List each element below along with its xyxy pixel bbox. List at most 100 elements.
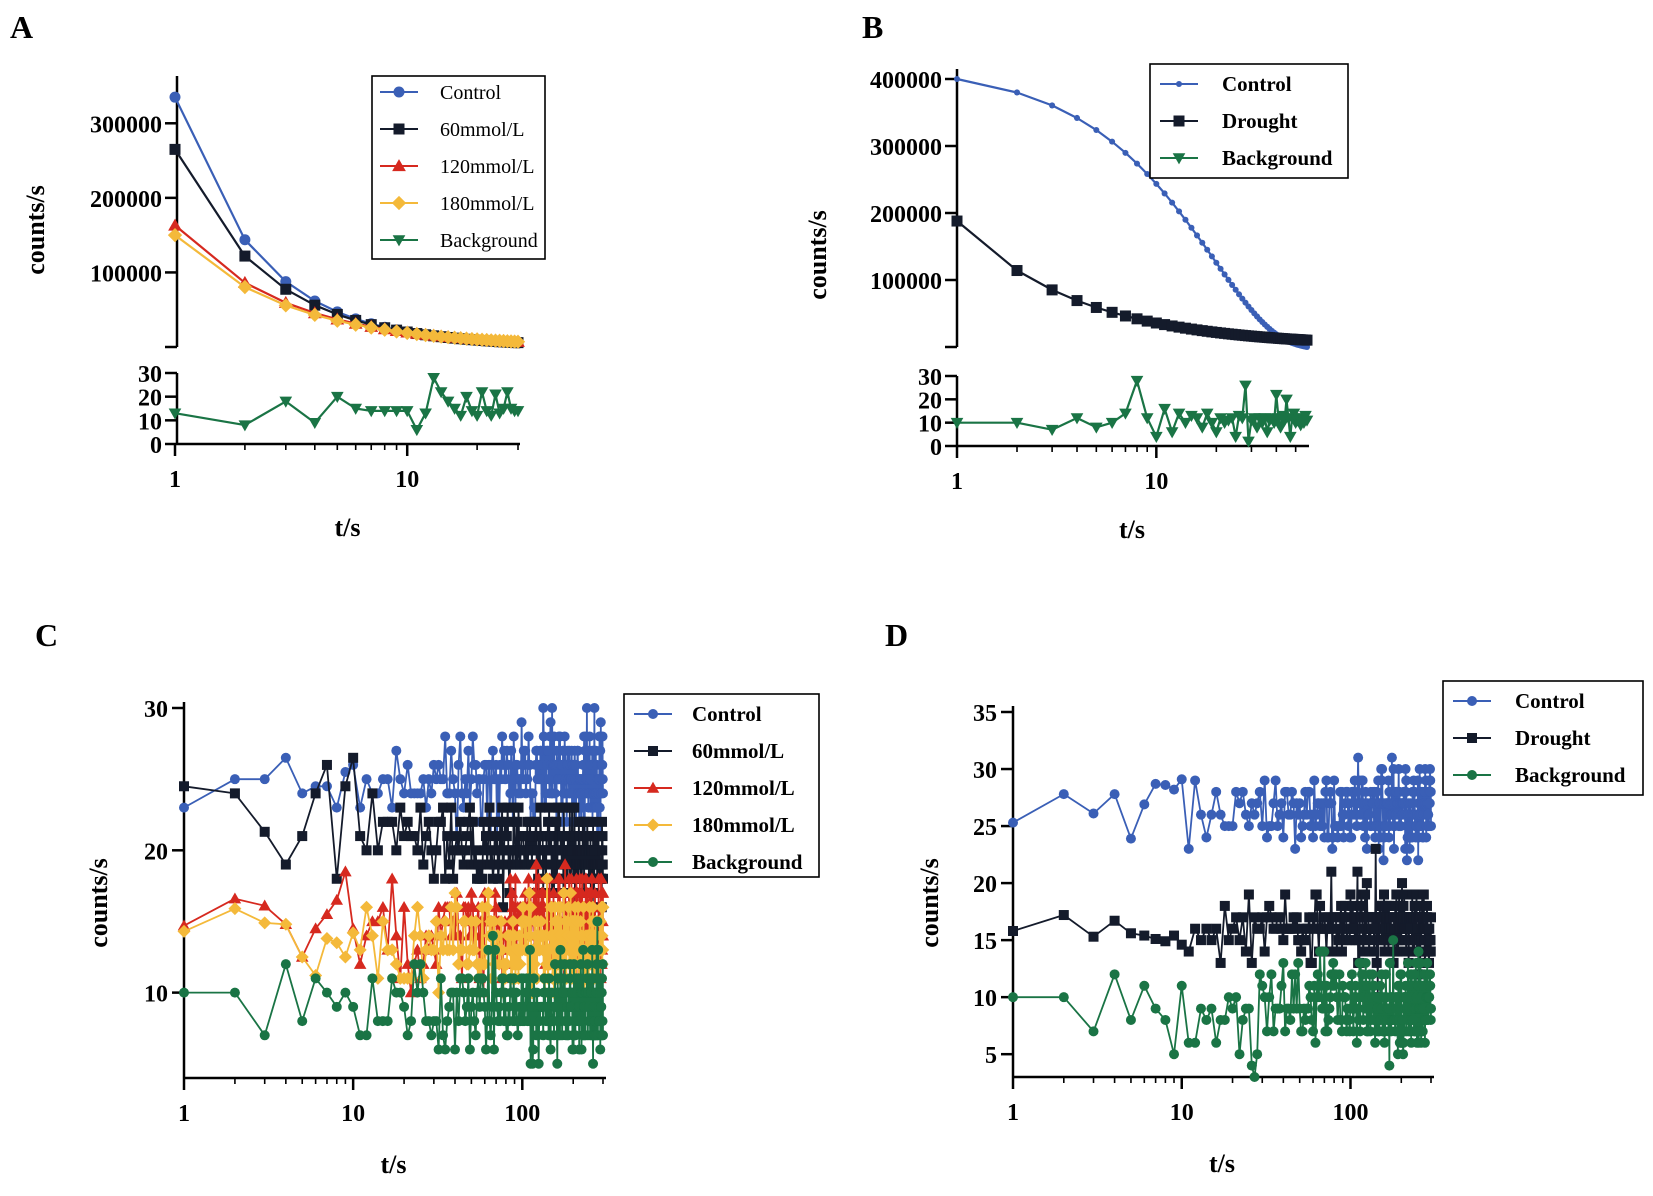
legend-marker — [648, 857, 658, 867]
data-point — [310, 788, 321, 799]
data-point — [446, 745, 457, 756]
data-point — [524, 816, 535, 827]
data-point — [395, 987, 406, 998]
data-point — [502, 943, 516, 957]
data-point — [499, 816, 510, 827]
data-point — [595, 745, 606, 756]
data-point — [487, 914, 501, 928]
data-point — [1409, 969, 1420, 980]
data-point — [498, 902, 509, 913]
data-point — [1119, 310, 1131, 322]
data-point — [490, 816, 501, 827]
data-point — [1173, 321, 1185, 333]
data-point — [438, 802, 449, 813]
data-point — [320, 932, 334, 946]
data-point — [530, 858, 543, 870]
data-point — [484, 410, 498, 422]
data-point — [1425, 980, 1436, 991]
sub-y-tick-label: 30 — [918, 365, 942, 391]
data-point — [1150, 778, 1161, 789]
data-point — [179, 802, 189, 813]
data-point — [553, 872, 566, 884]
data-point — [1326, 798, 1337, 809]
data-point — [1264, 992, 1275, 1003]
data-point — [1404, 843, 1415, 854]
data-point — [1304, 786, 1315, 797]
data-point — [1355, 900, 1366, 911]
x-tick-label: 1 — [169, 467, 181, 493]
data-point — [1274, 912, 1285, 923]
data-point — [348, 752, 359, 763]
data-point — [493, 873, 504, 884]
data-point — [498, 973, 509, 984]
data-point — [465, 886, 478, 898]
data-point — [1360, 957, 1371, 968]
data-point — [364, 320, 379, 335]
y-tick-label: 20 — [973, 872, 997, 898]
data-point — [1418, 889, 1429, 900]
legend-marker — [646, 818, 660, 832]
data-point — [321, 781, 332, 792]
data-point — [1308, 832, 1319, 843]
data-point — [547, 886, 560, 898]
data-point — [451, 831, 462, 842]
data-point — [455, 731, 466, 742]
data-point — [1190, 413, 1204, 425]
data-point — [228, 902, 242, 916]
data-point — [489, 389, 502, 401]
data-point — [557, 886, 571, 900]
data-point — [330, 391, 344, 403]
data-point — [1243, 821, 1254, 832]
data-point — [460, 845, 471, 856]
data-point — [543, 745, 554, 756]
data-point — [596, 987, 607, 998]
data-point — [1276, 980, 1287, 991]
data-point — [1153, 180, 1160, 187]
data-point — [1285, 809, 1296, 820]
data-point — [1046, 284, 1058, 296]
data-point — [1133, 160, 1141, 167]
data-point — [461, 831, 472, 842]
legend-label: Background — [692, 850, 803, 874]
legend-marker — [1172, 153, 1186, 165]
data-point — [367, 973, 378, 984]
data-point — [1240, 809, 1251, 820]
data-point — [469, 914, 483, 928]
data-point — [258, 916, 272, 930]
data-point — [513, 957, 527, 971]
data-point — [584, 731, 595, 742]
data-point — [438, 914, 452, 928]
data-point — [597, 759, 608, 770]
data-point — [1237, 1014, 1248, 1025]
data-point — [476, 859, 487, 870]
data-point — [485, 1030, 496, 1041]
data-point — [1240, 946, 1251, 957]
data-point — [480, 900, 494, 914]
data-point — [1242, 436, 1255, 448]
data-point — [1329, 775, 1340, 786]
data-point — [1337, 980, 1348, 991]
y-tick-label: 15 — [973, 929, 997, 955]
data-point — [1369, 946, 1380, 957]
data-point — [487, 873, 498, 884]
data-point — [487, 930, 498, 941]
data-point — [376, 900, 390, 912]
data-point — [1376, 775, 1387, 786]
data-point — [1324, 1003, 1335, 1014]
data-point — [1008, 992, 1018, 1003]
data-point — [503, 759, 514, 770]
data-point — [309, 299, 321, 311]
data-point — [390, 929, 403, 941]
data-point — [597, 845, 608, 856]
data-point — [1234, 935, 1245, 946]
data-point — [555, 944, 566, 955]
data-point — [1195, 422, 1209, 434]
data-point — [440, 873, 451, 884]
data-point — [382, 1016, 393, 1027]
data-point — [353, 957, 367, 969]
data-point — [520, 987, 531, 998]
data-point — [1088, 808, 1099, 819]
data-point — [1357, 923, 1368, 934]
data-point — [1236, 291, 1243, 298]
main-y-tick-label: 400000 — [870, 68, 942, 94]
